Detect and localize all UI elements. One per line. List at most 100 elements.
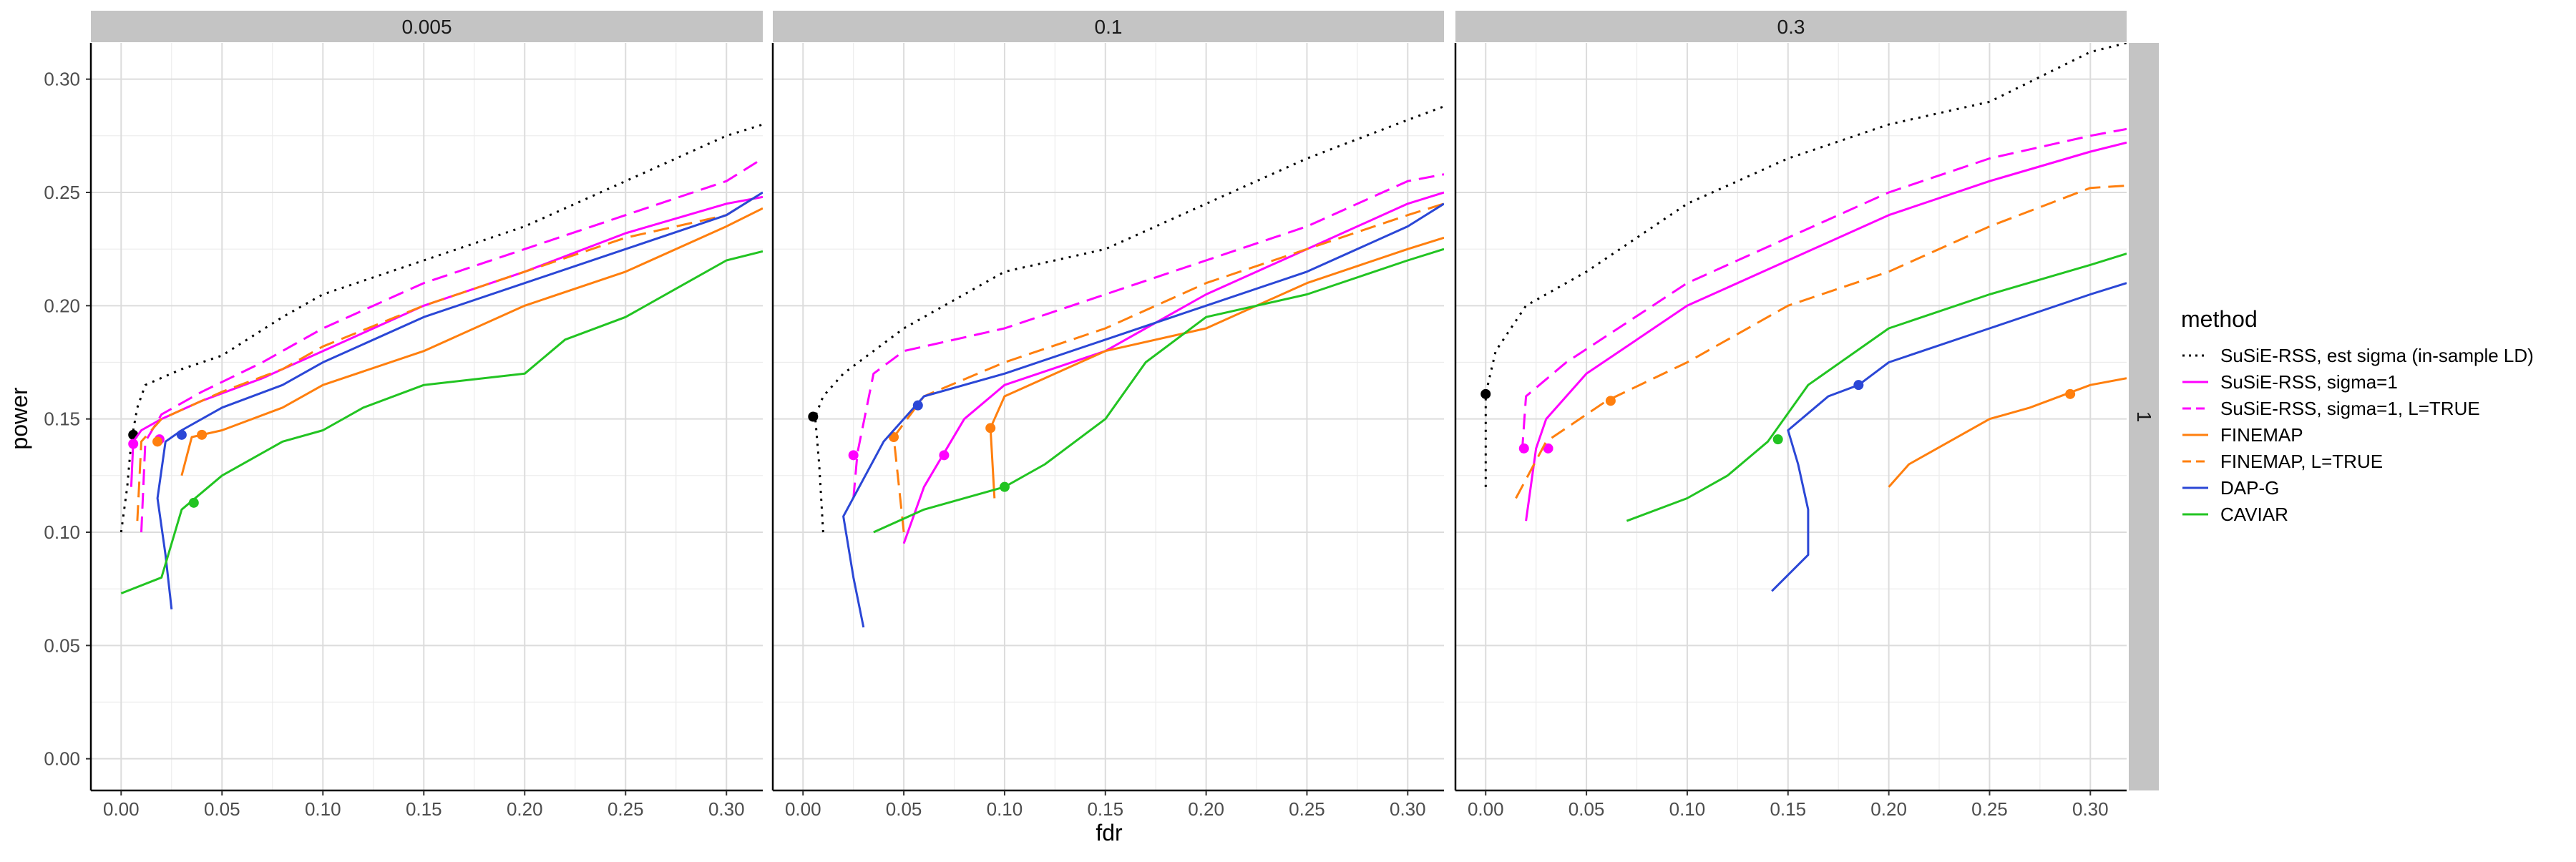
x-tick-label: 0.00 <box>785 798 821 820</box>
panel-background <box>773 43 1444 790</box>
facet-strip-label: 0.1 <box>1095 16 1123 38</box>
x-tick-label: 0.20 <box>1188 798 1224 820</box>
legend-item: SuSiE-RSS, est sigma (in-sample LD) <box>2182 345 2534 366</box>
x-tick-label: 0.30 <box>2072 798 2109 820</box>
series-marker-point <box>176 429 187 440</box>
series-line <box>1525 141 2127 521</box>
x-tick-label: 0.10 <box>1669 798 1706 820</box>
series-line <box>180 207 763 476</box>
y-axis-title: power <box>6 387 32 450</box>
series-line <box>1484 43 2127 487</box>
x-tick-label: 0.25 <box>1971 798 2008 820</box>
facet-panel-0.3: 0.00 0.05 0.10 0.15 0.20 0.25 0.30 0.3 <box>1454 11 2127 820</box>
series-marker-point <box>2065 388 2076 399</box>
y-tick-label: 0.20 <box>44 295 80 316</box>
series-marker-point <box>128 439 139 449</box>
x-tick-label: 0.05 <box>204 798 240 820</box>
legend-label: DAP-G <box>2220 477 2279 499</box>
y-tick-label: 0.25 <box>44 182 80 203</box>
series-marker-point <box>152 436 163 447</box>
x-tick-label: 0.15 <box>406 798 442 820</box>
legend-item: DAP-G <box>2182 477 2279 499</box>
x-tick-label: 0.00 <box>103 798 140 820</box>
row-strip <box>2129 43 2159 790</box>
legend-item: SuSiE-RSS, sigma=1, L=TRUE <box>2182 398 2480 419</box>
panel-series-group <box>119 123 763 609</box>
panel-series-group <box>1480 43 2127 592</box>
series-line <box>892 202 1444 533</box>
x-tick-label: 0.20 <box>507 798 543 820</box>
legend-item: SuSiE-RSS, sigma=1 <box>2182 371 2398 393</box>
y-tick-label: 0.10 <box>44 521 80 543</box>
panel-series-group <box>808 105 1444 628</box>
series-marker-point <box>197 429 208 440</box>
series-marker-point <box>912 400 923 411</box>
legend-label: SuSiE-RSS, est sigma (in-sample LD) <box>2220 345 2534 366</box>
series-line <box>1515 185 2127 499</box>
x-axis-title: fdr <box>1096 820 1123 846</box>
legend-item: FINEMAP, L=TRUE <box>2182 451 2383 472</box>
series-marker-point <box>848 450 859 461</box>
series-line <box>156 191 763 609</box>
series-marker-point <box>808 411 819 422</box>
panel-background <box>1455 43 2127 790</box>
x-tick-label: 0.05 <box>1568 798 1605 820</box>
series-marker-point <box>1772 434 1783 445</box>
legend-title: method <box>2181 306 2258 332</box>
series-marker-point <box>999 481 1010 492</box>
legend: method SuSiE-RSS, est sigma (in-sample LD… <box>2181 306 2534 525</box>
y-tick-label: 0.30 <box>44 69 80 90</box>
legend-item: FINEMAP <box>2182 424 2303 446</box>
x-tick-label: 0.30 <box>1390 798 1426 820</box>
facet-strip <box>1455 11 2127 42</box>
panel-background <box>91 43 763 790</box>
x-tick-label: 0.15 <box>1087 798 1123 820</box>
legend-label: FINEMAP, L=TRUE <box>2220 451 2383 472</box>
series-line <box>1521 127 2127 454</box>
series-marker-point <box>188 497 199 508</box>
series-marker-point <box>1480 388 1491 399</box>
x-tick-label: 0.00 <box>1468 798 1504 820</box>
series-line <box>1626 253 2127 522</box>
facet-panel-0.1: 0.00 0.05 0.10 0.15 0.20 0.25 0.30 0.1 <box>771 11 1444 820</box>
y-tick-label: 0.05 <box>44 635 80 656</box>
y-tick-label: 0.15 <box>44 408 80 430</box>
row-strip-label: 1 <box>2133 411 2155 423</box>
x-tick-label: 0.15 <box>1770 798 1806 820</box>
x-tick-label: 0.30 <box>708 798 745 820</box>
series-marker-point <box>1543 443 1553 454</box>
x-tick-label: 0.25 <box>608 798 644 820</box>
x-tick-label: 0.20 <box>1870 798 1907 820</box>
series-line <box>902 191 1444 544</box>
legend-label: FINEMAP <box>2220 424 2303 446</box>
series-marker-point <box>985 423 996 434</box>
facet-strip-label: 0.3 <box>1777 16 1805 38</box>
legend-label: SuSiE-RSS, sigma=1, L=TRUE <box>2220 398 2480 419</box>
legend-label: SuSiE-RSS, sigma=1 <box>2220 371 2398 393</box>
x-tick-label: 0.10 <box>987 798 1023 820</box>
series-line <box>119 123 763 533</box>
series-line <box>989 236 1444 499</box>
legend-label: CAVIAR <box>2220 504 2288 525</box>
series-line <box>1771 282 2127 592</box>
series-marker-point <box>1518 443 1529 454</box>
facet-panel-0.005: 0.00 0.05 0.10 0.15 0.20 0.25 0.30 0.005 <box>89 11 763 820</box>
series-line <box>873 248 1444 534</box>
y-tick-label: 0.00 <box>44 748 80 770</box>
x-tick-label: 0.05 <box>886 798 922 820</box>
facet-strip-label: 0.005 <box>401 16 452 38</box>
series-line <box>136 191 763 521</box>
series-marker-point <box>1605 396 1616 406</box>
facet-strip <box>91 11 763 42</box>
series-line <box>1888 377 2127 488</box>
series-line <box>852 173 1444 499</box>
series-marker-point <box>1853 380 1864 391</box>
series-line <box>842 202 1444 628</box>
x-tick-label: 0.10 <box>305 798 341 820</box>
series-line <box>120 250 763 594</box>
series-line <box>140 157 763 533</box>
series-marker-point <box>939 450 950 461</box>
x-tick-label: 0.25 <box>1289 798 1325 820</box>
